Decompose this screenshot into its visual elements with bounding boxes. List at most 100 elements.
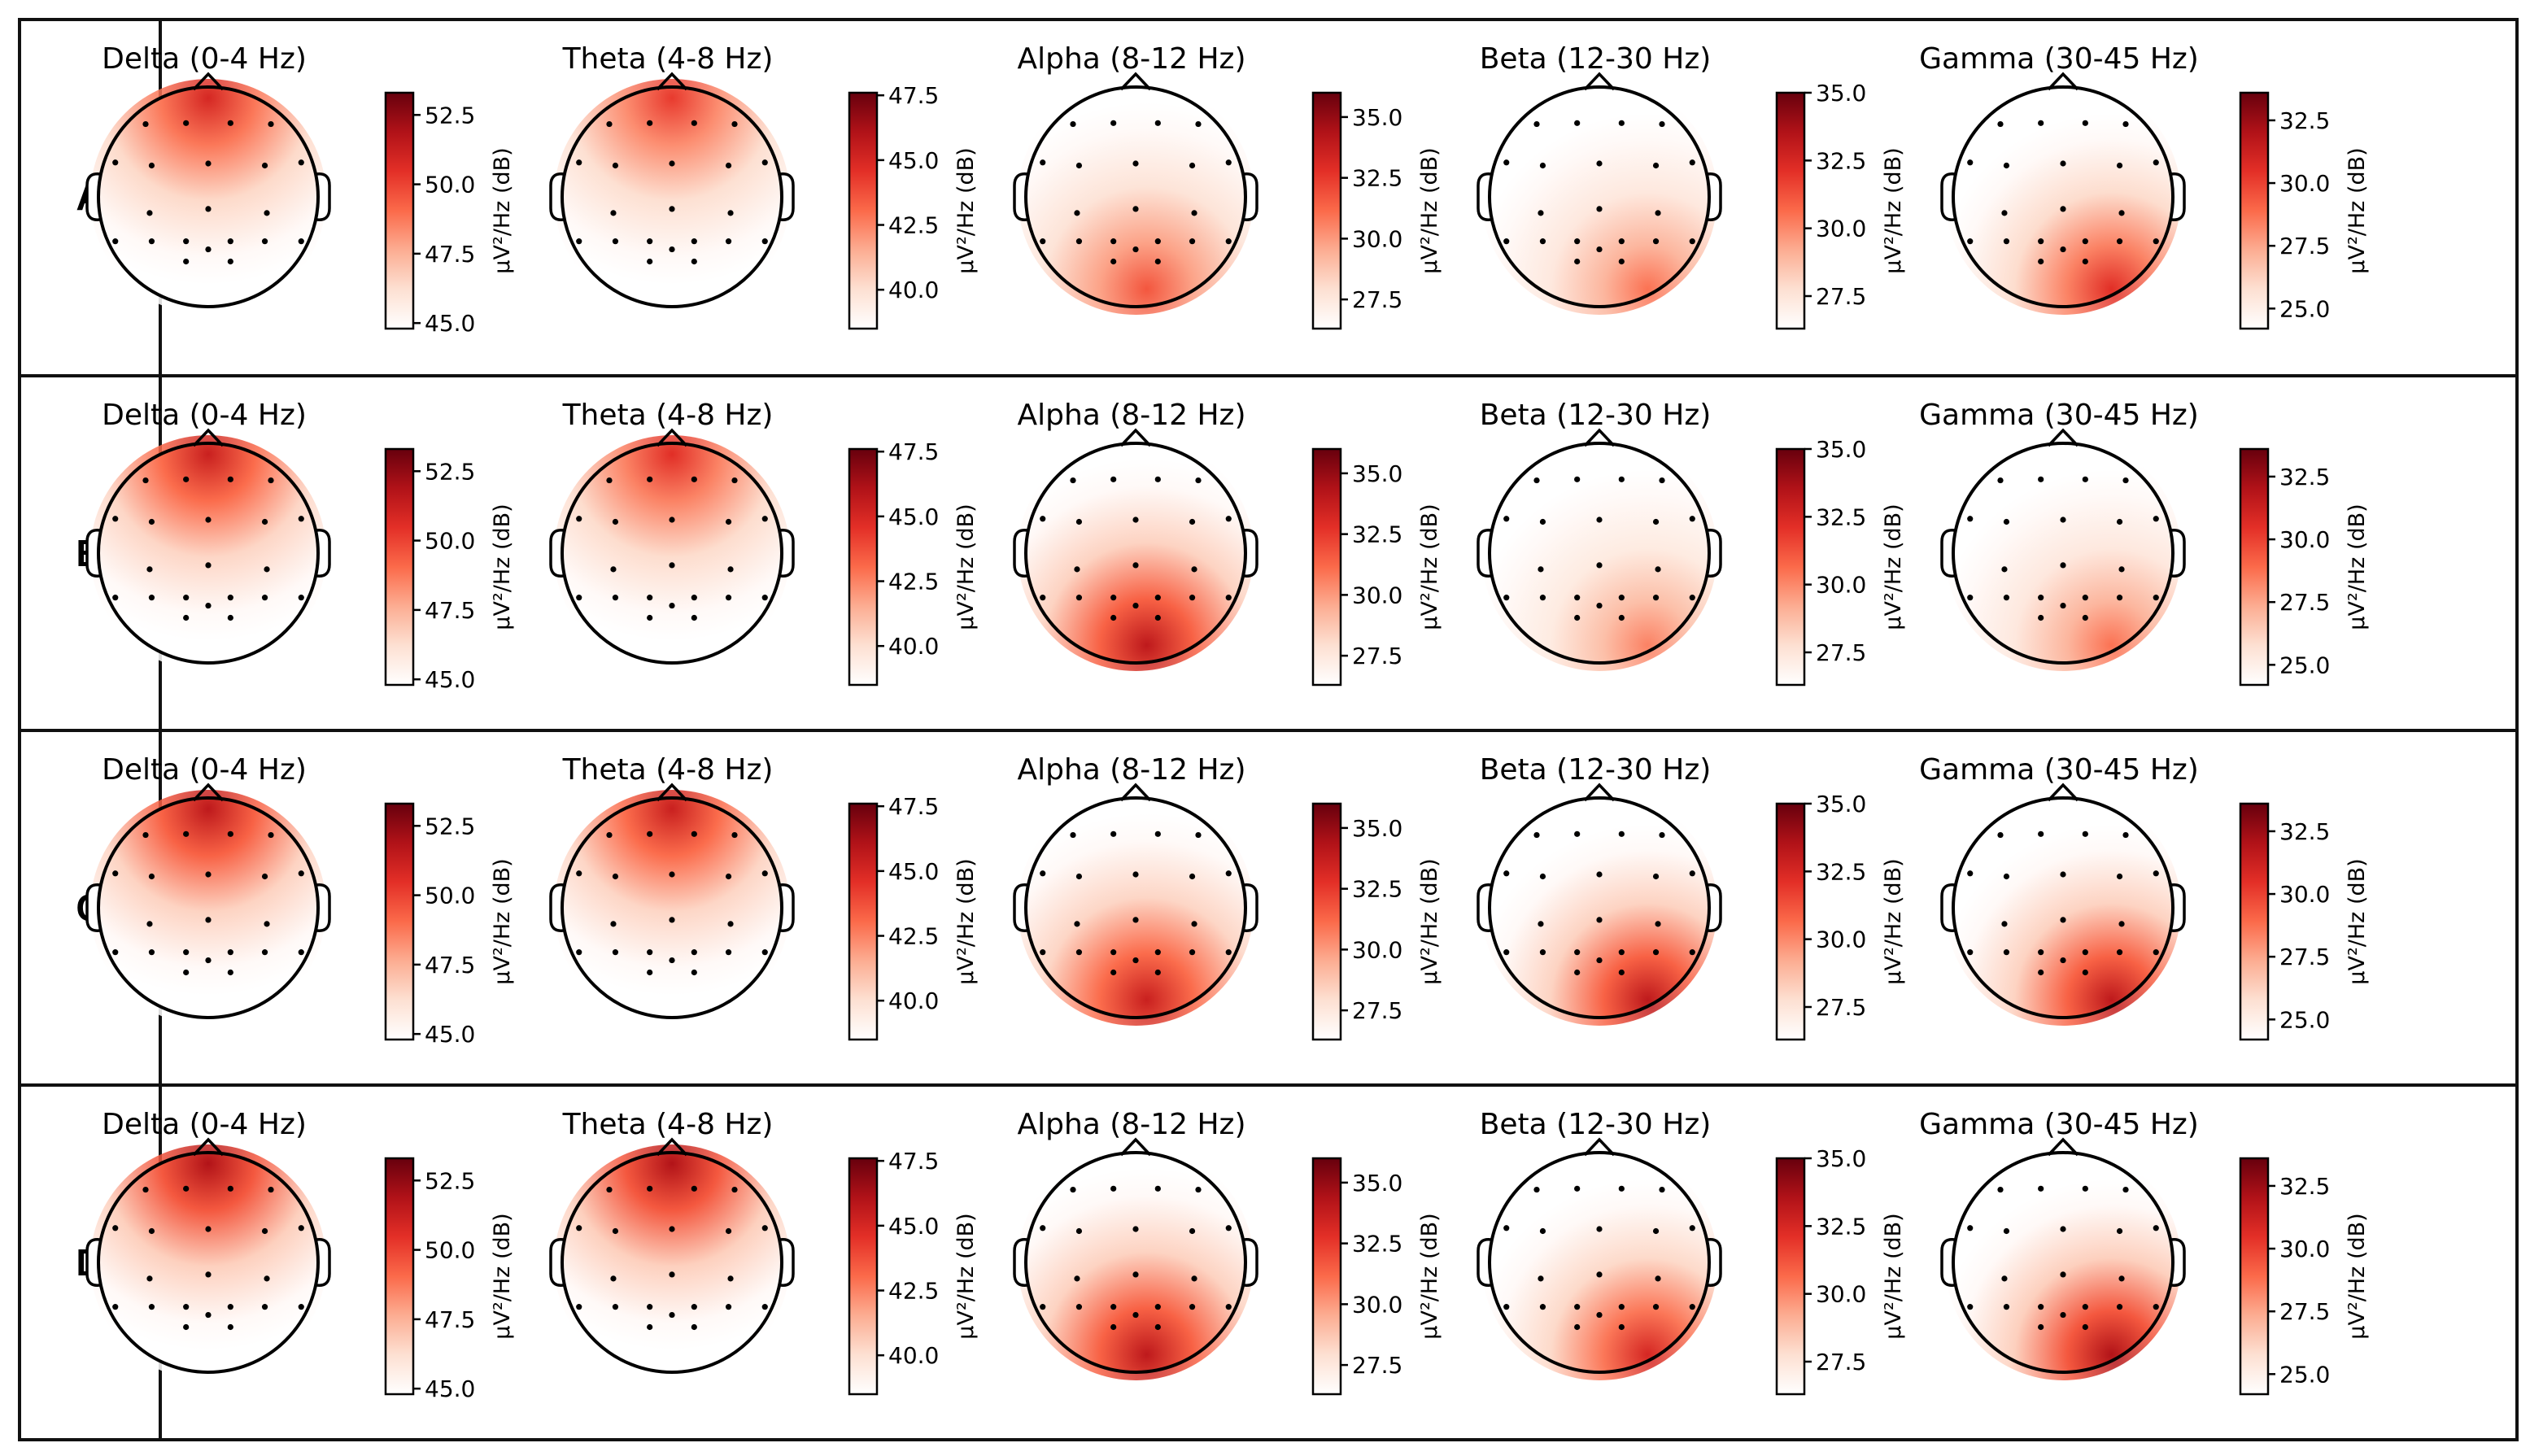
electrode-dot (2060, 246, 2066, 253)
topomap-title: Alpha (8-12 Hz) (1017, 1108, 1245, 1141)
electrode-dot (2001, 921, 2008, 927)
electrode-dot (1132, 917, 1139, 923)
colorbar-tick-label: 32.5 (2279, 107, 2330, 134)
electrode-dot (227, 476, 233, 482)
electrode-dot (1154, 595, 1161, 601)
topomap-field (562, 443, 782, 663)
topomap-title: Theta (4-8 Hz) (562, 42, 774, 76)
electrode-dot (2153, 1225, 2159, 1231)
electrode-dot (2003, 518, 2010, 525)
electrode-dot (112, 159, 119, 166)
electrode-dot (1596, 1226, 1603, 1232)
electrode-dot (205, 160, 212, 167)
left-ear-outline (1013, 883, 1028, 932)
topomap-field (98, 1153, 318, 1372)
left-ear-outline (1013, 172, 1028, 221)
colorbar-label: µV²/Hz (dB) (1417, 503, 1442, 630)
electrode-dot (264, 1275, 270, 1282)
colorbar-tick-label: 32.5 (1352, 1231, 1402, 1258)
electrode-dot (606, 120, 613, 128)
electrode-dot (1040, 159, 1046, 166)
right-ear-outline (779, 529, 795, 578)
electrode-dot (725, 238, 732, 245)
electrode-dot (2060, 160, 2066, 167)
electrode-dot (227, 614, 233, 621)
electrode-dot (1574, 1304, 1581, 1310)
electrode-dot (148, 518, 155, 525)
electrode-dot (725, 873, 732, 880)
topomap-d-0: Delta (0-4 Hz) 52.5 50.0 47.5 45.0 µV²/Hz (dB… (85, 1108, 515, 1402)
electrode-dot (261, 595, 268, 601)
electrode-dot (1132, 160, 1139, 167)
head-outline (1024, 1151, 1247, 1374)
electrode-dot (142, 120, 149, 128)
electrode-dot (1154, 1323, 1161, 1331)
colorbar-tick-label: 30.0 (2279, 1236, 2330, 1262)
colorbar-tick-label: 40.0 (888, 987, 939, 1014)
electrode-dot (1659, 120, 1665, 128)
left-ear-outline (549, 1238, 565, 1287)
electrode-dot (606, 831, 613, 839)
electrode-dot (298, 238, 304, 245)
right-ear-outline (779, 172, 795, 221)
electrode-dot (148, 873, 155, 880)
head-outline (97, 796, 320, 1019)
colorbar-tick-label: 27.5 (2279, 589, 2330, 616)
electrode-dot (1191, 1275, 1197, 1282)
head-outline (1488, 796, 1711, 1019)
electrode-dot (146, 210, 153, 216)
electrode-dot (1539, 1227, 1546, 1235)
topomap-a-0: Delta (0-4 Hz) 52.5 50.0 47.5 45.0 µV²/Hz (dB… (85, 42, 515, 337)
electrode-dot (1225, 238, 1232, 245)
electrode-dot (731, 120, 738, 128)
electrode-dot (205, 1226, 212, 1232)
electrode-dot (1132, 1226, 1139, 1232)
electrode-dot (725, 1304, 732, 1310)
colorbar-label: µV²/Hz (dB) (490, 858, 515, 984)
colorbar-tick-label: 27.5 (1352, 1352, 1402, 1379)
electrode-dot (1967, 949, 1974, 956)
electrode-dot (2116, 873, 2123, 880)
electrode-dot (647, 476, 653, 482)
electrode-dot (1574, 238, 1581, 245)
head-outline (97, 85, 320, 308)
electrode-dot (1110, 830, 1117, 837)
colorbar-tick-label: 45.0 (425, 1021, 475, 1048)
left-ear-outline (1013, 1238, 1028, 1287)
electrode-dot (669, 246, 675, 253)
electrode-dot (1689, 949, 1695, 956)
electrode-dot (1195, 477, 1202, 484)
electrode-dot (612, 1227, 619, 1235)
electrode-dot (1195, 120, 1202, 128)
topomap-c-2: Alpha (8-12 Hz) 35.0 32.5 30.0 27.5 µV²/Hz (d… (1013, 753, 1442, 1041)
colorbar-label: µV²/Hz (dB) (1417, 858, 1442, 984)
electrode-dot (1503, 516, 1510, 522)
electrode-dot (761, 238, 768, 245)
electrode-dot (2001, 1275, 2008, 1282)
colorbar-tick-label: 52.5 (425, 813, 475, 839)
colorbar-tick-label: 25.0 (2279, 295, 2330, 322)
colorbar-tick-label: 52.5 (425, 102, 475, 129)
topomap-field (98, 798, 318, 1018)
colorbar-tick-label: 42.5 (888, 1278, 939, 1305)
electrode-dot (727, 566, 734, 573)
colorbar-tick-label: 45.0 (425, 310, 475, 337)
electrode-dot (1574, 258, 1581, 265)
right-ear-outline (779, 1238, 795, 1287)
colorbar-tick-label: 52.5 (425, 1167, 475, 1194)
electrode-dot (1075, 518, 1083, 525)
electrode-dot (2082, 1304, 2088, 1310)
colorbar-tick-label: 45.0 (425, 1375, 475, 1402)
electrode-dot (647, 595, 653, 601)
colorbar-label: µV²/Hz (dB) (1881, 1213, 1906, 1339)
colorbar-tick-label: 27.5 (1816, 639, 1866, 666)
electrode-dot (2082, 830, 2088, 837)
electrode-dot (610, 1275, 617, 1282)
electrode-dot (264, 566, 270, 573)
electrode-dot (1997, 831, 2004, 839)
electrode-dot (1503, 159, 1510, 166)
electrode-dot (298, 516, 304, 522)
colorbar-tick-label: 47.5 (888, 438, 939, 465)
colorbar (2239, 447, 2270, 687)
